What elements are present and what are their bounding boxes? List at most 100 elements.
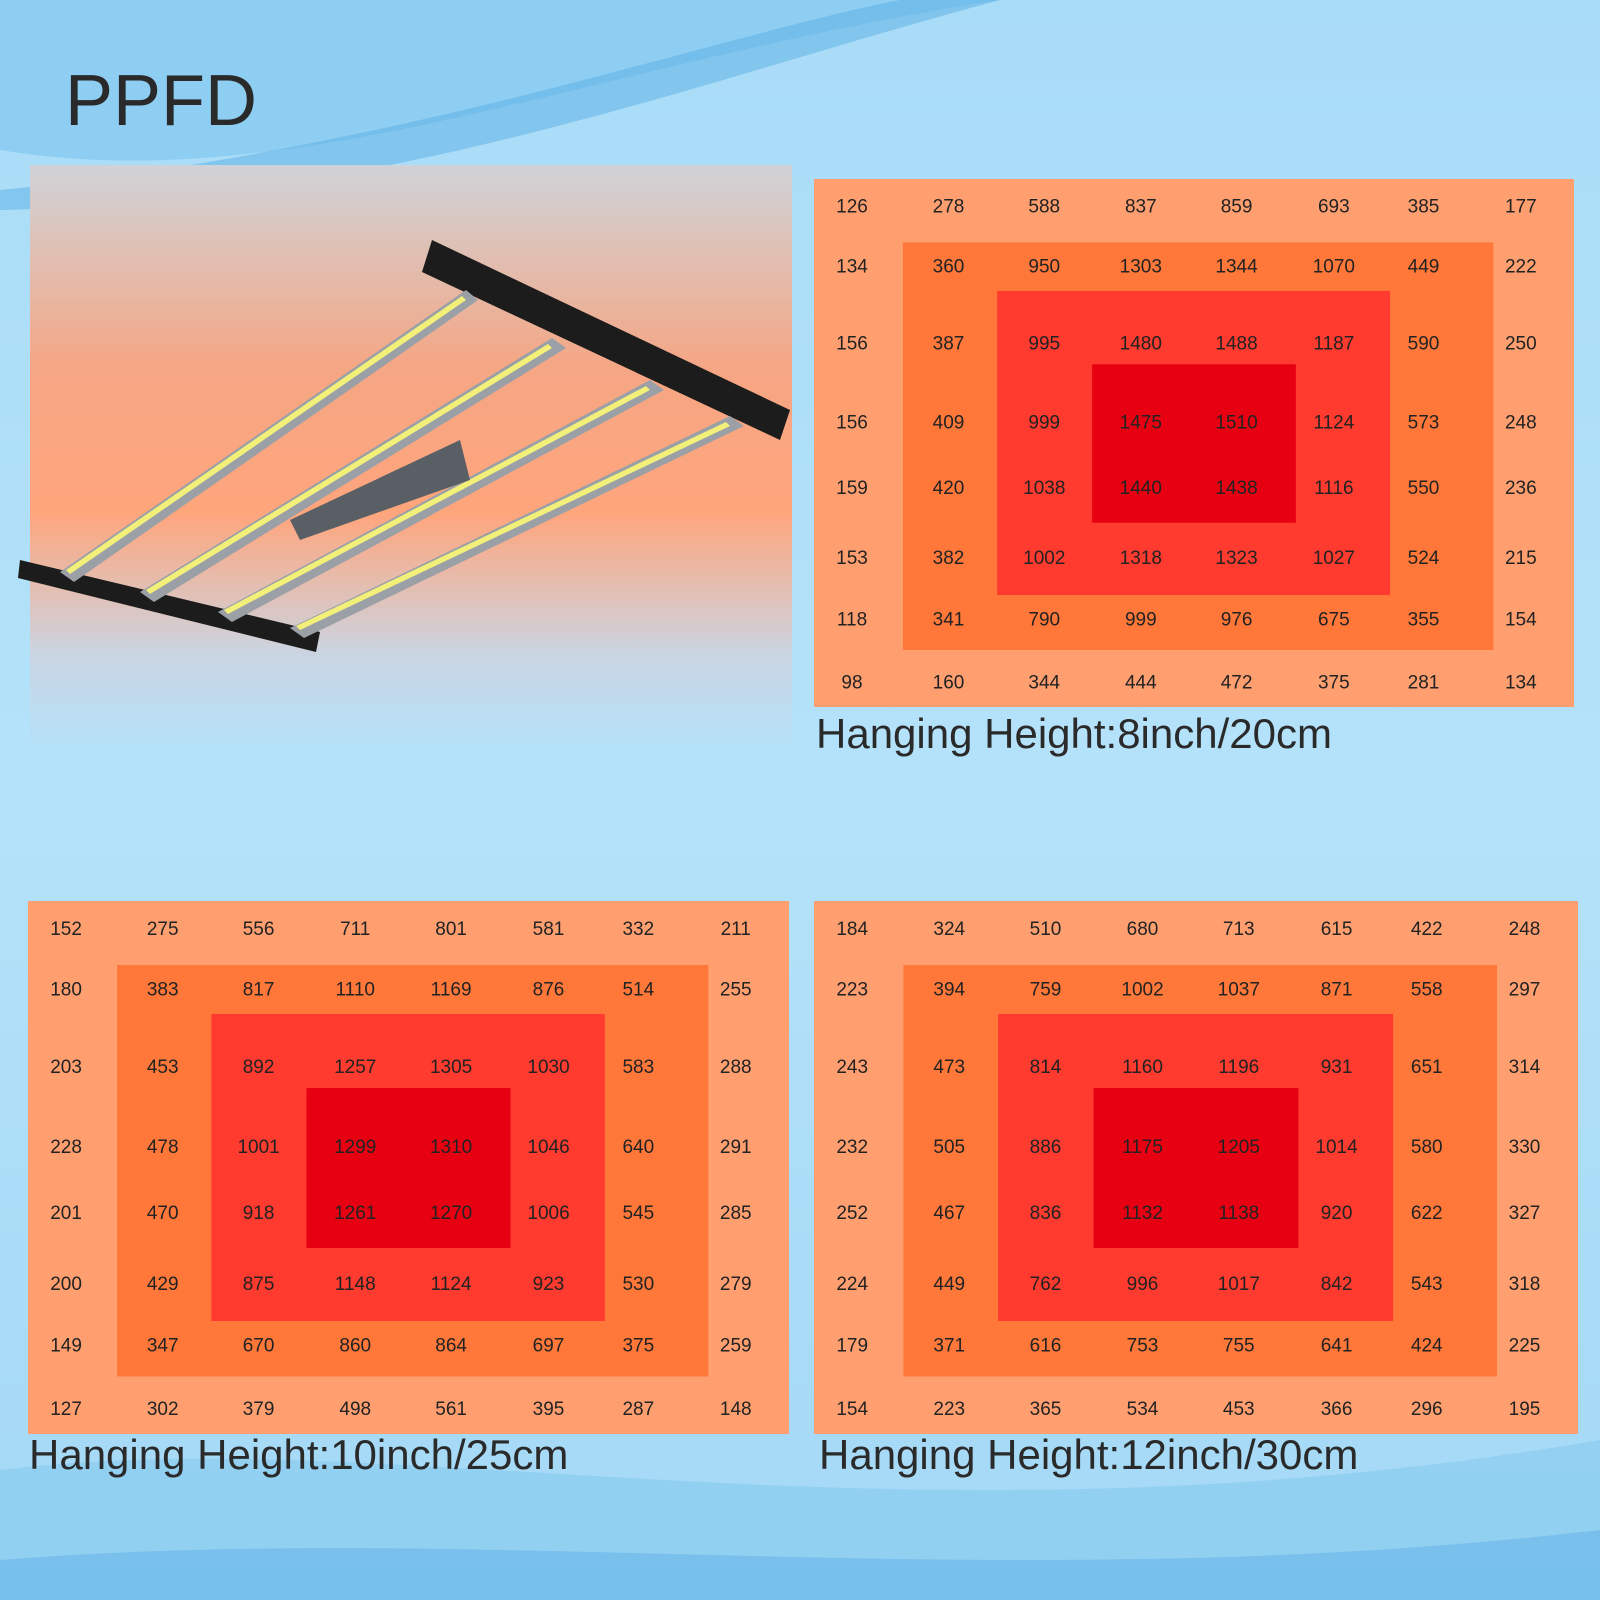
ppfd-value: 387 [933, 333, 965, 354]
ppfd-value: 1169 [431, 980, 472, 1001]
ppfd-value: 278 [933, 197, 965, 218]
ppfd-value: 1299 [334, 1137, 376, 1158]
ppfd-value: 160 [933, 672, 965, 693]
ppfd-value: 1323 [1215, 548, 1257, 569]
ppfd-value: 159 [836, 478, 868, 499]
ppfd-value: 285 [720, 1203, 752, 1224]
ppfd-value: 314 [1509, 1057, 1541, 1078]
ppfd-value: 327 [1509, 1203, 1541, 1224]
ppfd-value: 394 [933, 980, 965, 1001]
ppfd-value: 1344 [1215, 257, 1258, 278]
ppfd-value: 134 [836, 257, 868, 278]
ppfd-value: 449 [933, 1274, 965, 1295]
ppfd-value: 1440 [1120, 478, 1162, 499]
ppfd-value: 453 [1223, 1399, 1255, 1420]
ppfd-value: 1037 [1218, 980, 1260, 1001]
ppfd-value: 355 [1408, 609, 1440, 630]
ppfd-value: 1110 [336, 980, 375, 1001]
ppfd-value: 288 [720, 1057, 752, 1078]
ppfd-value: 670 [243, 1336, 275, 1357]
ppfd-value: 859 [1221, 197, 1253, 218]
ppfd-value: 590 [1408, 333, 1440, 354]
title: PPFD [65, 61, 257, 141]
ppfd-value: 550 [1408, 478, 1440, 499]
ppfd-value: 616 [1030, 1336, 1062, 1357]
ppfd-value: 693 [1318, 197, 1350, 218]
ppfd-value: 375 [622, 1336, 654, 1357]
ppfd-value: 148 [720, 1399, 752, 1420]
ppfd-value: 580 [1411, 1137, 1443, 1158]
ppfd-value: 1046 [527, 1137, 569, 1158]
ppfd-value: 918 [243, 1203, 275, 1224]
ppfd-value: 375 [1318, 672, 1350, 693]
ppfd-value: 558 [1411, 980, 1443, 1001]
ppfd-value: 1017 [1218, 1274, 1260, 1295]
ppfd-value: 1488 [1215, 333, 1257, 354]
ppfd-value: 543 [1411, 1274, 1443, 1295]
ppfd-value: 287 [622, 1399, 654, 1420]
ppfd-value: 297 [1509, 980, 1541, 1001]
ppfd-value: 1318 [1120, 548, 1162, 569]
ppfd-value: 371 [933, 1336, 965, 1357]
ppfd-value: 680 [1127, 919, 1159, 940]
ppfd-value: 259 [720, 1336, 752, 1357]
ppfd-value: 871 [1321, 980, 1353, 1001]
ppfd-value: 697 [533, 1336, 565, 1357]
ppfd-value: 444 [1125, 672, 1157, 693]
ppfd-value: 524 [1408, 548, 1440, 569]
caption: Hanging Height:8inch/20cm [816, 710, 1332, 757]
ppfd-value: 177 [1505, 197, 1537, 218]
ppfd-value: 156 [836, 333, 868, 354]
ppfd-value: 467 [933, 1203, 965, 1224]
ppfd-value: 1175 [1122, 1137, 1163, 1158]
ppfd-value: 999 [1028, 412, 1060, 433]
ppfd-value: 195 [1509, 1399, 1541, 1420]
ppfd-value: 1116 [1314, 478, 1353, 499]
ppfd-value: 1006 [527, 1203, 569, 1224]
ppfd-value: 1014 [1315, 1137, 1358, 1158]
ppfd-value: 842 [1321, 1274, 1353, 1295]
ppfd-value: 291 [720, 1137, 752, 1158]
ppfd-value: 641 [1321, 1336, 1353, 1357]
ppfd-value: 383 [147, 980, 179, 1001]
ppfd-value: 675 [1318, 609, 1350, 630]
ppfd-value: 201 [50, 1203, 82, 1224]
ppfd-value: 1002 [1023, 548, 1065, 569]
ppfd-value: 127 [50, 1399, 82, 1420]
ppfd-value: 223 [836, 980, 868, 1001]
ppfd-value: 422 [1411, 919, 1443, 940]
ppfd-value: 999 [1125, 609, 1157, 630]
ppfd-value: 864 [435, 1336, 467, 1357]
ppfd-value: 1002 [1121, 980, 1163, 1001]
ppfd-value: 651 [1411, 1057, 1443, 1078]
ppfd-value: 837 [1125, 197, 1157, 218]
wave [0, 1530, 1600, 1600]
ppfd-value: 179 [836, 1336, 868, 1357]
ppfd-value: 814 [1030, 1057, 1062, 1078]
ppfd-value: 409 [933, 412, 965, 433]
ppfd-value: 713 [1223, 919, 1255, 940]
ppfd-value: 498 [339, 1399, 371, 1420]
ppfd-value: 1030 [527, 1057, 569, 1078]
ppfd-value: 860 [339, 1336, 371, 1357]
ppfd-value: 379 [243, 1399, 275, 1420]
ppfd-value: 1257 [334, 1057, 376, 1078]
ppfd-value: 1038 [1023, 478, 1065, 499]
ppfd-value: 134 [1505, 672, 1537, 693]
ppfd-value: 1124 [1313, 412, 1354, 433]
intensity-zone [1093, 1088, 1299, 1248]
ppfd-value: 228 [50, 1137, 82, 1158]
ppfd-value: 875 [243, 1274, 275, 1295]
ppfd-value: 931 [1321, 1057, 1353, 1078]
ppfd-value: 153 [836, 548, 868, 569]
ppfd-value: 561 [435, 1399, 467, 1420]
ppfd-value: 1124 [431, 1274, 472, 1295]
ppfd-value: 332 [622, 919, 654, 940]
ppfd-value: 429 [147, 1274, 179, 1295]
ppfd-grid: 184 324 510 680 713 615 422 248 223 394 759 1002 103… [814, 901, 1578, 1434]
ppfd-value: 1310 [430, 1137, 472, 1158]
ppfd-value: 1438 [1215, 478, 1257, 499]
ppfd-value: 753 [1127, 1336, 1159, 1357]
